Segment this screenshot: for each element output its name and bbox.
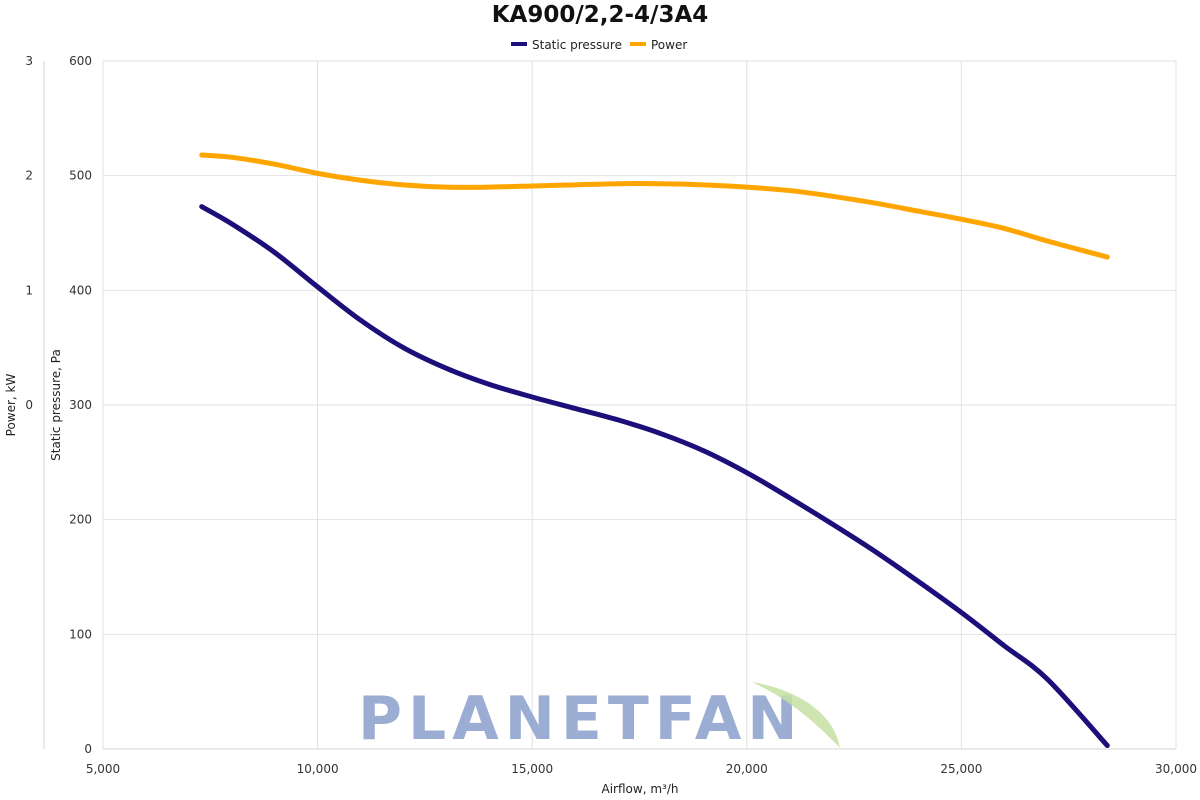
chart-title: KA900/2,2-4/3A4 xyxy=(492,2,709,28)
x-tick-label: 25,000 xyxy=(940,762,982,776)
y-tick-label: 200 xyxy=(69,513,92,527)
x-tick-label: 5,000 xyxy=(86,762,120,776)
legend-label-static-pressure: Static pressure xyxy=(532,38,622,52)
watermark-logo: PLANETFAN xyxy=(358,682,840,754)
y-tick-label: 100 xyxy=(69,627,92,641)
y2-tick-label: 0 xyxy=(25,398,33,412)
y-tick-label: 600 xyxy=(69,54,92,68)
y-tick-label: 300 xyxy=(69,398,92,412)
leaf-icon xyxy=(752,682,840,748)
y-tick-label: 0 xyxy=(84,742,92,756)
series-line-power xyxy=(199,152,1110,260)
x-tick-label: 30,000 xyxy=(1155,762,1197,776)
watermark-text: PLANETFAN xyxy=(358,684,804,754)
legend-label-power: Power xyxy=(651,38,687,52)
legend: Static pressure Power xyxy=(511,38,687,52)
x-tick-label: 10,000 xyxy=(297,762,339,776)
series-lines xyxy=(199,152,1110,749)
axes: 5,000 10,000 15,000 20,000 25,000 30,000 0 100 2… xyxy=(25,54,1197,776)
y-tick-label: 500 xyxy=(69,169,92,183)
y2-tick-label: 2 xyxy=(25,169,33,183)
y2-axis-label: Power, kW xyxy=(4,374,18,437)
series-line-static-pressure xyxy=(199,204,1110,749)
y-axis-label: Static pressure, Pa xyxy=(49,349,63,461)
y-tick-label: 400 xyxy=(69,283,92,297)
gridlines xyxy=(102,60,1177,750)
y2-tick-label: 1 xyxy=(25,283,33,297)
x-tick-label: 20,000 xyxy=(726,762,768,776)
x-axis-label: Airflow, m³/h xyxy=(602,782,679,796)
x-tick-label: 15,000 xyxy=(511,762,553,776)
y2-tick-label: 3 xyxy=(25,54,33,68)
